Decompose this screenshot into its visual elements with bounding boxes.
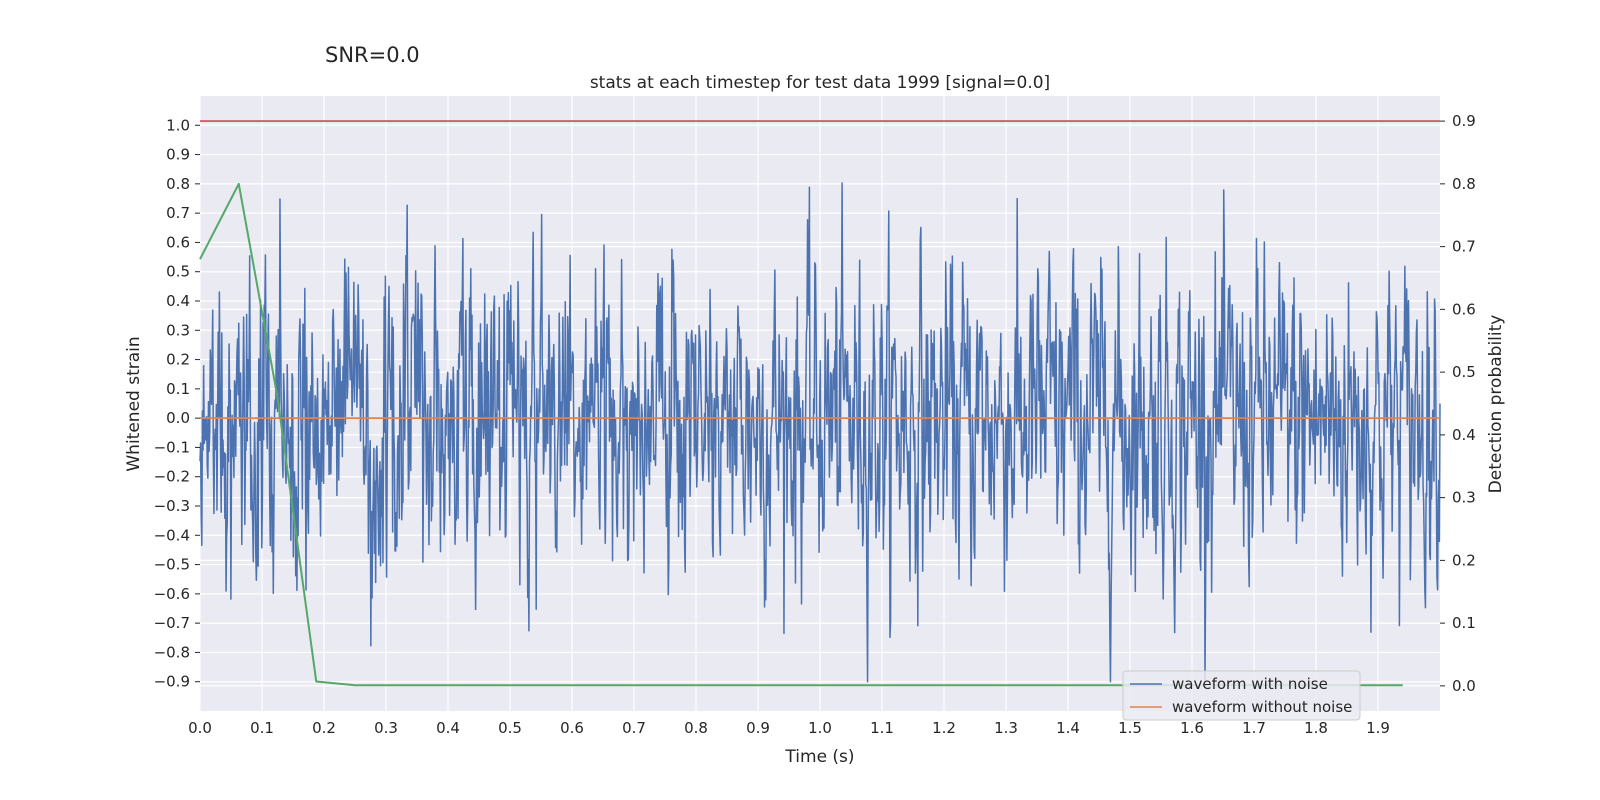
y-tick-label: −0.3 [154, 497, 190, 515]
y-tick-label: 0.9 [166, 146, 190, 164]
y-tick-label: 0.0 [166, 409, 190, 427]
x-tick-label: 1.2 [932, 719, 956, 737]
chart-title: stats at each timestep for test data 199… [590, 73, 1050, 93]
figure-suptitle: SNR=0.0 [325, 43, 420, 67]
x-tick-label: 0.4 [436, 719, 460, 737]
x-tick-label: 1.6 [1180, 719, 1204, 737]
series-waveform-with-noise [199, 182, 1441, 683]
x-tick-label: 0.7 [622, 719, 646, 737]
y-tick-label: −0.9 [154, 673, 190, 691]
y-axis-label: Whitened strain [124, 336, 144, 471]
y-right-tick-label: 0.3 [1452, 489, 1476, 507]
y-axis-right-label: Detection probability [1486, 315, 1506, 494]
y-right-tick-label: 0.9 [1452, 112, 1476, 130]
y-tick-label: 0.3 [166, 321, 190, 339]
y-right-tick-label: 0.6 [1452, 300, 1476, 318]
legend-box [1122, 670, 1361, 721]
x-tick-label: 0.8 [684, 719, 708, 737]
y-tick-label: −0.8 [154, 643, 190, 661]
x-axis-label: Time (s) [784, 747, 854, 767]
y-tick-label: −0.4 [154, 526, 190, 544]
y-right-tick-label: 0.0 [1452, 677, 1476, 695]
x-tick-label: 0.0 [188, 719, 212, 737]
y-tick-label: −0.2 [154, 468, 190, 486]
y-tick-label: 0.4 [166, 292, 190, 310]
y-tick-label: 0.2 [166, 351, 190, 369]
y-tick-label: −0.1 [154, 438, 190, 456]
y-tick-label: −0.7 [154, 614, 190, 632]
x-tick-label: 0.1 [250, 719, 274, 737]
y-tick-label: 0.5 [166, 263, 190, 281]
x-tick-label: 0.5 [498, 719, 522, 737]
y-right-tick-label: 0.7 [1452, 238, 1476, 256]
x-tick-label: 1.0 [808, 719, 832, 737]
tick-labels: 0.0 0.1 0.2 0.3 0.4 0.5 0.6 0.7 0.8 0.9 1.0 1.1 1.2 1… [154, 112, 1476, 737]
series-layer [199, 120, 1441, 687]
x-tick-label: 0.9 [746, 719, 770, 737]
y-right-tick-label: 0.8 [1452, 175, 1476, 193]
x-tick-label: 1.5 [1118, 719, 1142, 737]
x-tick-label: 1.8 [1304, 719, 1328, 737]
y-right-tick-label: 0.5 [1452, 363, 1476, 381]
x-tick-label: 1.4 [1056, 719, 1080, 737]
legend-entry-clean: waveform without noise [1172, 698, 1352, 716]
legend: waveform with noise waveform without noi… [1122, 670, 1361, 721]
y-tick-label: −0.6 [154, 585, 190, 603]
y-tick-label: 1.0 [166, 116, 190, 134]
series-detection-probability [199, 182, 1403, 687]
y-tick-label: 0.6 [166, 233, 190, 251]
y-right-tick-label: 0.4 [1452, 426, 1476, 444]
x-tick-label: 0.3 [374, 719, 398, 737]
x-tick-label: 0.2 [312, 719, 336, 737]
y-tick-label: 0.8 [166, 175, 190, 193]
y-tick-label: −0.5 [154, 556, 190, 574]
y-tick-label: 0.7 [166, 204, 190, 222]
y-right-tick-label: 0.2 [1452, 551, 1476, 569]
y-right-tick-label: 0.1 [1452, 614, 1476, 632]
x-tick-label: 1.3 [994, 719, 1018, 737]
x-tick-label: 1.7 [1242, 719, 1266, 737]
x-tick-label: 1.9 [1366, 719, 1390, 737]
x-tick-label: 1.1 [870, 719, 894, 737]
y-tick-label: 0.1 [166, 380, 190, 398]
legend-entry-noise: waveform with noise [1172, 675, 1328, 693]
x-tick-label: 0.6 [560, 719, 584, 737]
